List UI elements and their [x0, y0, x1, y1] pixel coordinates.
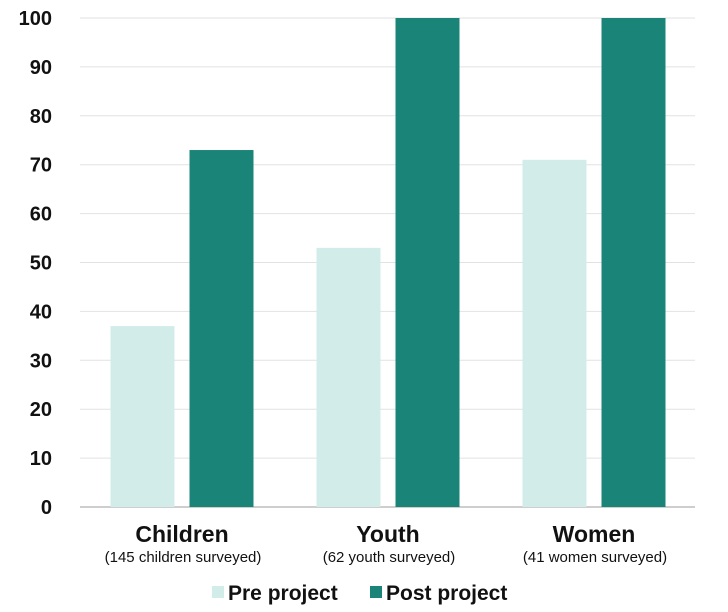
x-axis: Children (145 children surveyed) Youth (62 … [105, 521, 667, 566]
bar-post-project-children [189, 150, 254, 507]
bar-post-project-women [601, 18, 666, 507]
bar-pre-project-children [110, 326, 175, 507]
y-tick-label: 100 [19, 8, 52, 30]
x-category-label: Women [553, 521, 636, 547]
y-tick-label: 60 [30, 204, 52, 226]
legend: Pre project Post project [212, 582, 507, 605]
x-category-note: (62 youth surveyed) [323, 549, 456, 566]
y-tick-label: 50 [30, 253, 52, 275]
y-tick-label: 90 [30, 57, 52, 79]
gridlines [80, 17, 695, 508]
x-category-label: Children [135, 521, 228, 547]
y-tick-label: 0 [41, 497, 52, 519]
bars [110, 18, 666, 507]
bar-pre-project-women [522, 159, 587, 507]
y-tick-label: 10 [30, 448, 52, 470]
legend-swatch [212, 586, 224, 598]
y-tick-label: 40 [30, 301, 52, 323]
bar-pre-project-youth [316, 247, 381, 507]
x-category-note: (41 women surveyed) [523, 549, 667, 566]
legend-label: Post project [386, 582, 507, 605]
y-tick-label: 80 [30, 106, 52, 128]
y-tick-label: 30 [30, 350, 52, 372]
x-category-label: Youth [356, 521, 419, 547]
y-tick-label: 70 [30, 155, 52, 177]
y-axis: 0 10 20 30 40 50 60 70 80 90 100 [19, 8, 52, 519]
y-tick-label: 20 [30, 399, 52, 421]
bar-post-project-youth [395, 18, 460, 507]
legend-swatch [370, 586, 382, 598]
x-category-note: (145 children surveyed) [105, 549, 262, 566]
legend-label: Pre project [228, 582, 338, 605]
